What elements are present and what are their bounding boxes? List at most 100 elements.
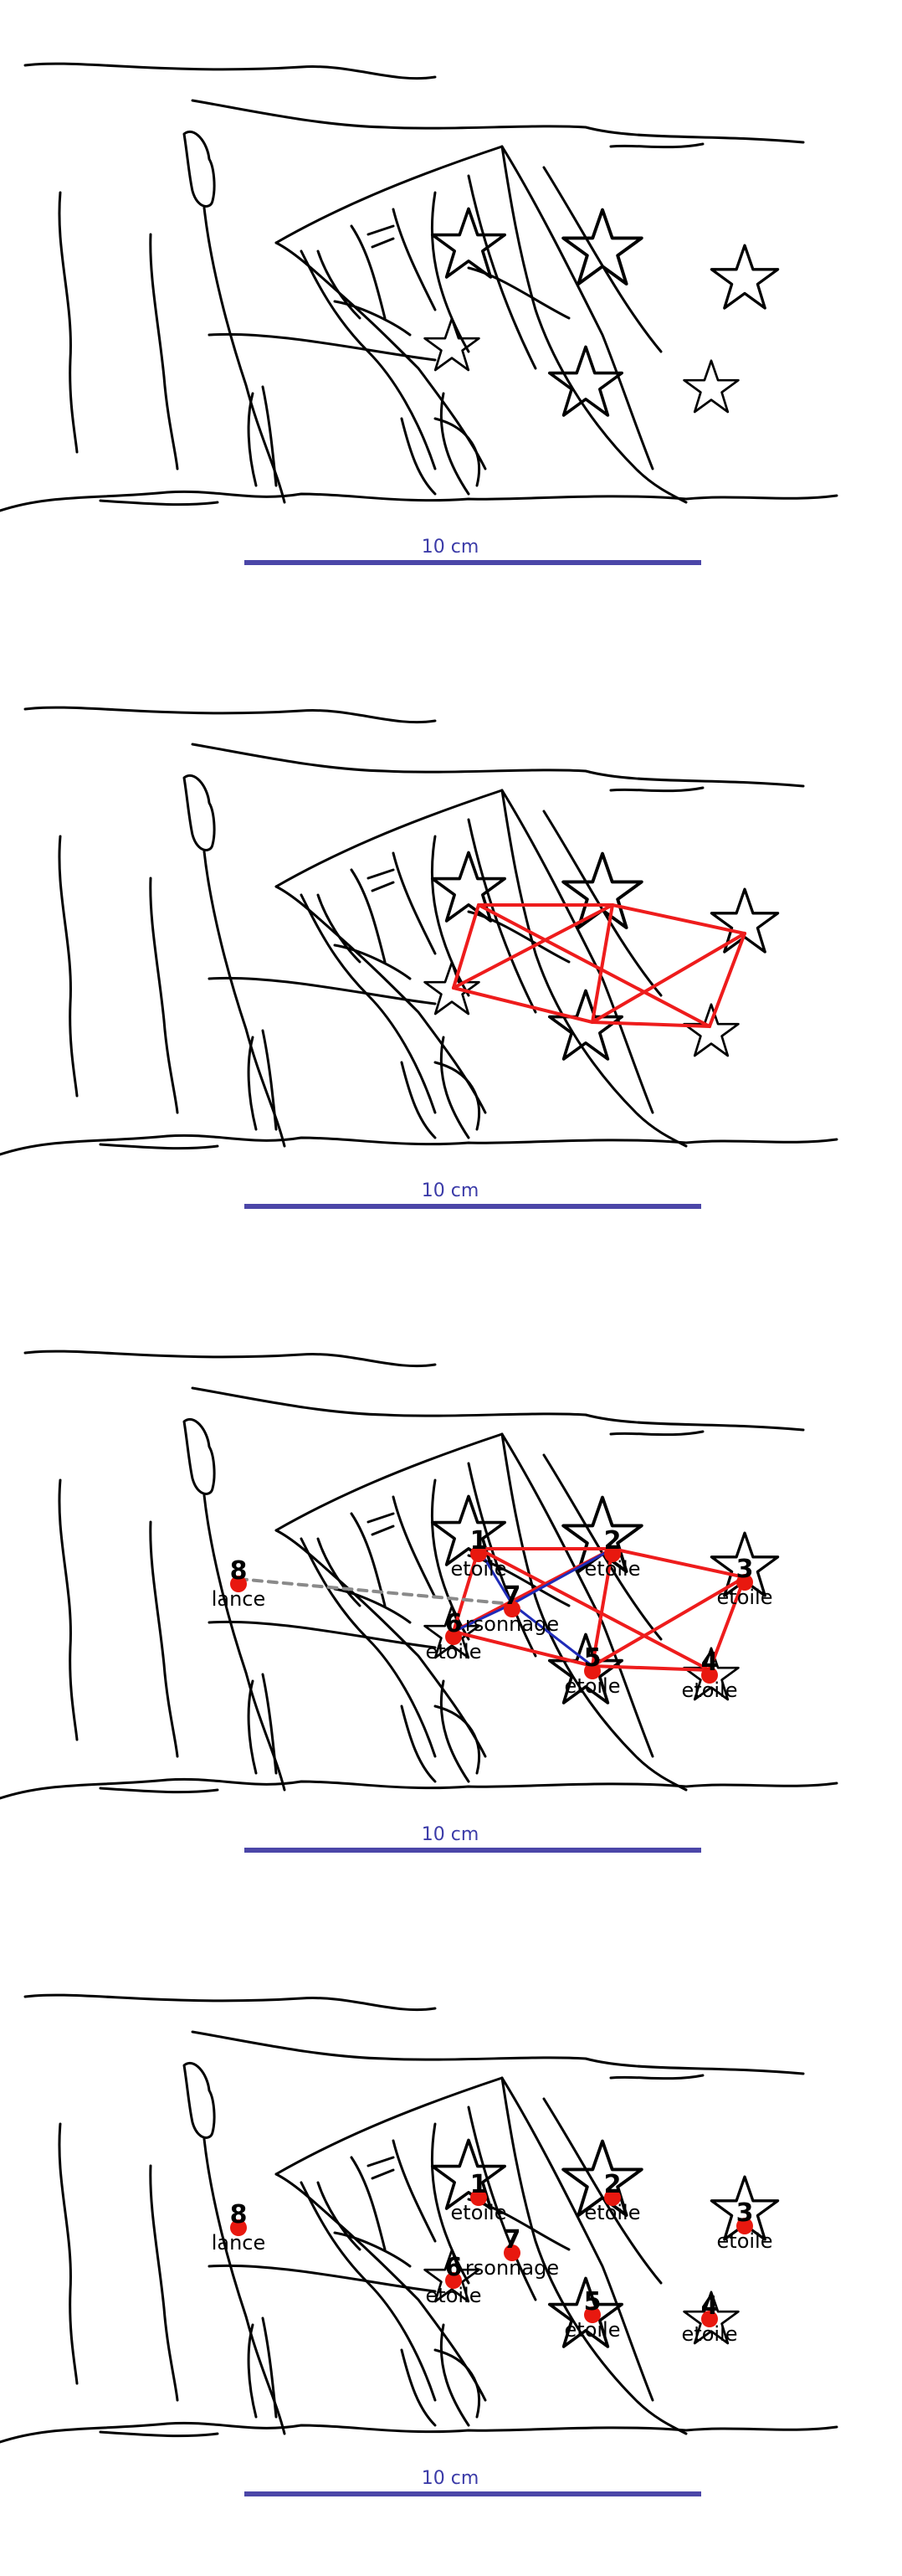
edge-secondary-7-5 [510,1602,594,1668]
edge-main-3-5 [591,1576,746,1668]
node-marker [445,2272,462,2289]
node-number: 6 [445,2253,463,2282]
edge-main-4-5 [591,1664,711,1672]
edge-main-3-4 [708,932,746,1028]
edge-main-2-6 [452,903,614,990]
edge-secondary-7-6 [452,1602,514,1633]
node-number: 4 [701,2291,719,2321]
node-label: lance [212,2231,266,2255]
rock-drawing [0,1993,838,2444]
node-number: 6 [445,1609,463,1638]
node-label: etoile [565,2318,621,2342]
node-number: 2 [604,2170,622,2199]
node-label: etoile [585,2201,641,2224]
node-label: etoile [451,1557,507,1581]
scale-bar-label: 10 cm [422,1824,479,1845]
star-glyphs [425,852,778,1059]
node-number: 5 [584,2287,602,2316]
edge-layer [452,903,746,1028]
node-label: etoile [585,1557,641,1581]
edge-main-2-3 [611,1547,746,1579]
node-number: 7 [504,2225,521,2255]
scale-bar: 10 cm [244,2468,701,2496]
node-label: etoile [426,1640,482,1663]
node-marker [445,1628,462,1645]
node-marker [584,1663,601,1679]
node-label: etoile [717,1586,773,1609]
edge-main-2-5 [591,903,614,1024]
node-number: 3 [736,2198,754,2228]
node-number: 2 [604,1526,622,1555]
scale-bar-label: 10 cm [422,1180,479,1201]
edge-main-4-5 [591,1021,711,1028]
edge-main-1-4 [477,903,711,1028]
node-number: 1 [470,2170,488,2199]
panel-drawing-only: 10 cm [0,62,838,565]
node-marker [470,1545,487,1562]
node-marker [504,2244,520,2261]
node-label: etoile [717,2229,773,2253]
node-number: 8 [230,1556,248,1586]
edge-main-1-6 [452,1547,480,1633]
edge-main-1-4 [477,1547,711,1672]
node-number: 8 [230,2200,248,2229]
node-label: rsonnage [465,2256,559,2280]
node-number: 7 [504,1581,521,1611]
node-marker [230,2219,247,2236]
edge-main-5-6 [452,1630,594,1668]
node-marker [584,2306,601,2323]
scale-bar: 10 cm [244,1824,701,1853]
scale-bar-label: 10 cm [422,2468,479,2489]
edge-main-5-6 [452,986,594,1024]
edge-main-1-6 [452,903,480,990]
node-marker [604,1545,621,1562]
node-number: 1 [470,1526,488,1555]
edge-main-3-4 [708,1576,746,1672]
node-marker [701,2311,718,2327]
edge-dashed-8-7 [237,1577,514,1606]
scale-bar: 10 cm [244,1180,701,1209]
edge-main-3-5 [591,932,746,1024]
node-marker [736,2218,753,2234]
rock-drawing [0,1350,838,1800]
rock-drawing [0,62,838,512]
scale-bar: 10 cm [244,537,701,565]
node-label: etoile [682,1679,738,1702]
node-number: 5 [584,1643,602,1673]
star-glyphs [425,208,778,415]
edge-secondary-7-2 [510,1547,614,1606]
node-marker [604,2189,621,2206]
node-number: 4 [701,1648,719,1677]
scale-bar-label: 10 cm [422,537,479,558]
rock-drawing [0,706,838,1156]
node-marker [470,2189,487,2206]
node-marker [230,1576,247,1592]
node-label: rsonnage [465,1612,559,1636]
node-label: etoile [426,2284,482,2307]
node-marker [701,1667,718,1684]
edge-main-2-3 [611,903,746,935]
node-label: etoile [682,2322,738,2346]
panel-star-graph: 10 cm [0,706,838,1209]
node-label: etoile [451,2201,507,2224]
node-marker [736,1574,753,1591]
